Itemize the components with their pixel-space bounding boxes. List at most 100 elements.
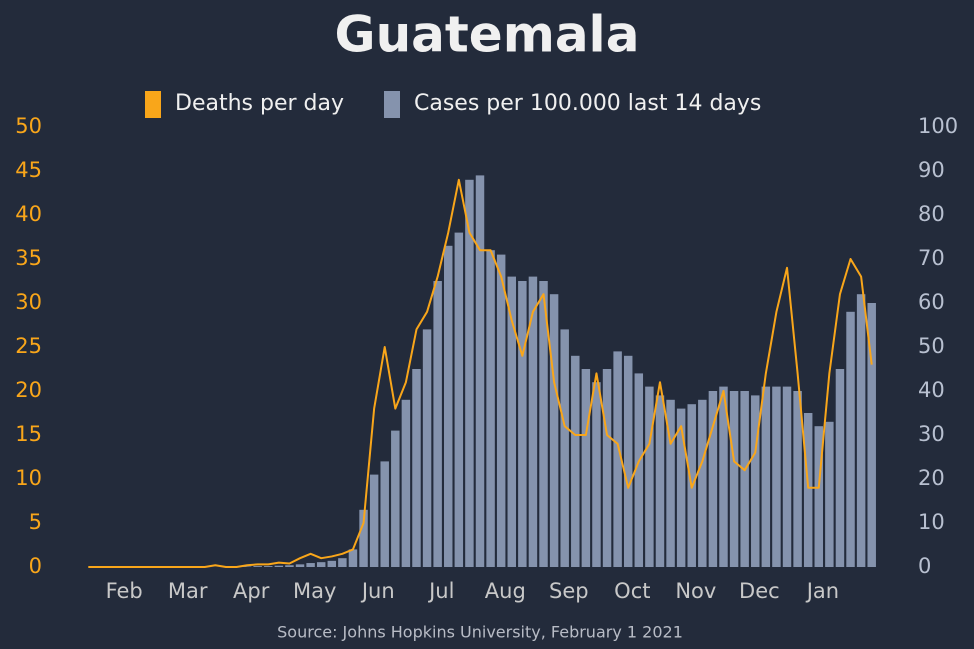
bar: [518, 281, 527, 567]
y2-tick-label: 90: [918, 158, 945, 182]
bar: [602, 369, 612, 567]
x-tick-label: Mar: [168, 579, 208, 603]
bar: [327, 560, 337, 567]
bar: [592, 382, 601, 567]
x-tick-label: May: [293, 579, 336, 603]
y2-tick-label: 50: [918, 334, 945, 358]
x-tick-label: Dec: [739, 579, 780, 603]
bar: [359, 509, 368, 567]
x-tick-label: Jan: [805, 579, 839, 603]
y-tick-label: 40: [15, 202, 42, 226]
bar: [645, 386, 654, 567]
y2-tick-label: 40: [918, 378, 945, 402]
y-tick-label: 30: [15, 290, 42, 314]
bar: [803, 413, 813, 567]
x-tick-label: Jul: [427, 579, 454, 603]
bar: [740, 391, 749, 567]
bar: [560, 329, 569, 567]
bar: [867, 303, 876, 567]
bar: [846, 311, 855, 567]
bar: [306, 563, 315, 567]
y2-tick-label: 70: [918, 246, 945, 270]
bar: [348, 549, 358, 567]
x-tick-label: Nov: [675, 579, 716, 603]
legend-label: Deaths per day: [175, 91, 344, 116]
x-tick-label: Sep: [549, 579, 589, 603]
bar: [708, 391, 718, 567]
bar: [486, 250, 495, 567]
bar: [444, 245, 453, 568]
bar: [496, 254, 506, 567]
bar: [571, 355, 580, 567]
y-tick-label: 20: [15, 378, 42, 402]
bar: [666, 399, 675, 567]
bar: [856, 294, 866, 567]
y2-tick-label: 30: [918, 422, 945, 446]
bar: [719, 386, 728, 567]
bar: [401, 399, 411, 567]
x-tick-label: Oct: [614, 579, 650, 603]
y2-tick-label: 10: [918, 510, 945, 534]
bar: [623, 355, 633, 567]
source-note: Source: Johns Hopkins University, Februa…: [277, 623, 683, 642]
y-tick-label: 45: [15, 158, 42, 182]
bar: [835, 369, 845, 567]
bar: [655, 395, 665, 567]
x-tick-label: Aug: [485, 579, 526, 603]
bar: [782, 386, 792, 567]
bar: [316, 562, 326, 567]
bar: [285, 565, 294, 567]
bar: [253, 566, 262, 567]
bar: [539, 281, 548, 567]
bar: [751, 395, 760, 567]
y-tick-label: 50: [15, 114, 42, 138]
x-tick-label: Jun: [360, 579, 395, 603]
bar: [422, 329, 432, 567]
x-tick-label: Apr: [233, 579, 270, 603]
bar: [465, 179, 474, 568]
bar: [454, 232, 464, 567]
legend-swatch: [384, 91, 400, 118]
y2-tick-label: 100: [918, 114, 958, 138]
bar: [793, 391, 802, 567]
chart-title: Guatemala: [335, 6, 640, 64]
bar: [676, 408, 686, 567]
y-tick-label: 35: [15, 246, 42, 270]
y2-tick-label: 80: [918, 202, 945, 226]
bar: [274, 565, 284, 567]
bar: [507, 276, 516, 567]
legend-swatch: [145, 91, 161, 118]
bar: [528, 276, 538, 567]
bar: [295, 564, 305, 567]
y-tick-label: 25: [15, 334, 42, 358]
bar: [433, 281, 442, 567]
bar: [772, 386, 781, 567]
bar: [698, 399, 707, 567]
bar: [549, 294, 559, 567]
bar: [761, 386, 771, 567]
legend-label: Cases per 100.000 last 14 days: [414, 91, 761, 116]
bar: [338, 558, 347, 567]
bar: [369, 474, 379, 567]
bar: [825, 421, 834, 567]
bar: [264, 566, 273, 567]
bar: [380, 461, 389, 567]
y-tick-label: 5: [29, 510, 42, 534]
line: [88, 178, 873, 568]
bar: [475, 175, 485, 567]
y-tick-label: 0: [29, 554, 42, 578]
bar: [581, 369, 591, 567]
bar: [613, 351, 622, 567]
bar: [634, 373, 644, 567]
y2-tick-label: 60: [918, 290, 945, 314]
y-tick-label: 10: [15, 466, 42, 490]
y2-tick-label: 20: [918, 466, 945, 490]
bar: [391, 430, 400, 567]
bar: [814, 426, 824, 567]
bar: [729, 391, 739, 567]
bar: [412, 369, 421, 567]
y2-tick-label: 0: [918, 554, 931, 578]
y-tick-label: 15: [15, 422, 42, 446]
